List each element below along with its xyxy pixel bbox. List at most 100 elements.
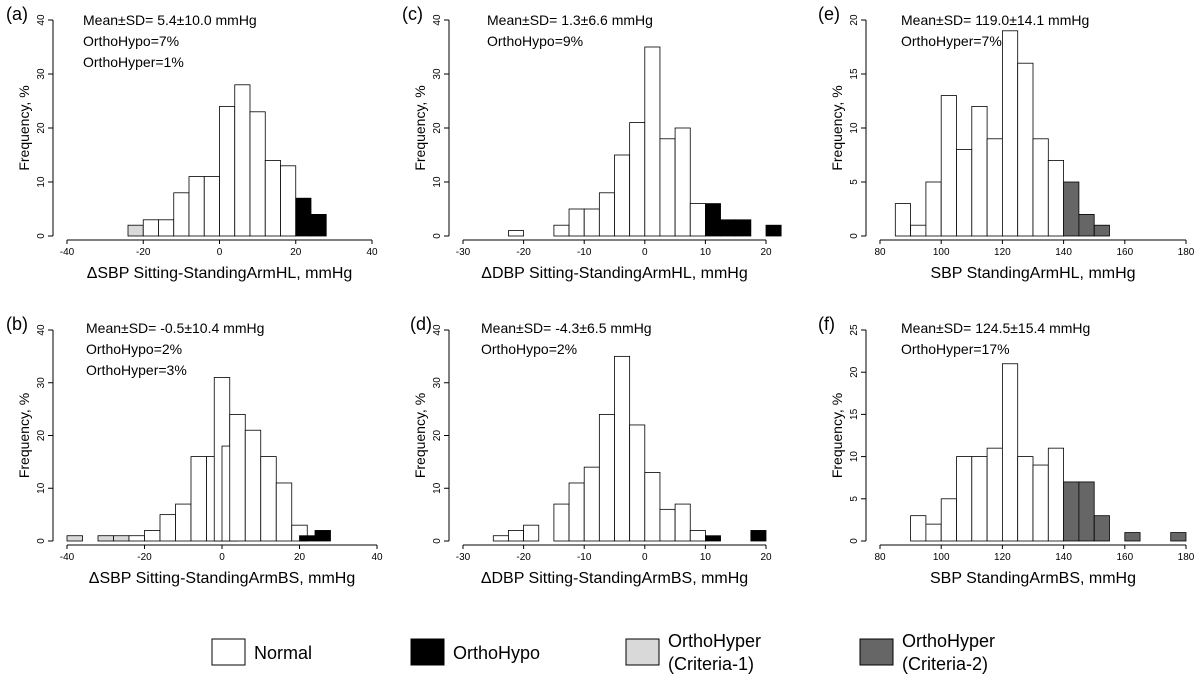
x-tick-label: 40 <box>371 552 383 563</box>
histogram-bar <box>598 192 615 237</box>
x-axis-label: SBP StandingArmHL, mmHg <box>930 265 1135 282</box>
y-tick-label: 20 <box>432 430 443 442</box>
legend-swatch <box>859 638 894 666</box>
y-tick-label: 0 <box>849 538 860 544</box>
stat-annotation: Mean±SD= 1.3±6.6 mmHg <box>487 12 653 28</box>
y-tick-label: 40 <box>432 14 443 26</box>
x-tick-label: 100 <box>933 247 950 258</box>
legend-item-orthohyper1: OrthoHyper (Criteria-1) <box>625 631 761 674</box>
histogram-bar <box>203 176 220 237</box>
histogram-bar <box>159 514 176 542</box>
histogram-bar <box>508 530 525 542</box>
stat-annotation: OrthoHyper=1% <box>83 54 184 70</box>
histogram-bar <box>249 111 266 237</box>
y-tick-label: 10 <box>432 482 443 494</box>
x-tick-label: 40 <box>366 247 378 258</box>
histogram-bar <box>280 165 297 237</box>
histogram-bar <box>492 535 509 542</box>
x-axis-label: ΔDBP Sitting-StandingArmBS, mmHg <box>481 570 748 587</box>
histogram-bar <box>720 219 737 237</box>
y-axis-label: Frequency, % <box>829 393 845 478</box>
y-tick-label: 0 <box>36 233 47 239</box>
y-tick-label: 30 <box>36 68 47 80</box>
histogram-bar <box>765 224 782 237</box>
panel-d: (d) 0 10 20 30 40 Frequency, % -30 -20 -10 0 10 20 ΔD… <box>410 314 772 587</box>
histogram-bar <box>629 122 646 237</box>
histogram-panels: (a) 0 10 20 30 40 Frequency, % -40 -20 0 20 40 ΔSBP … <box>6 4 1195 587</box>
y-tick-label: 40 <box>36 14 47 26</box>
histogram-bar <box>986 447 1003 542</box>
histogram-bar <box>158 219 175 237</box>
y-tick-label: 30 <box>432 68 443 80</box>
y-tick-label: 25 <box>849 324 860 336</box>
histogram-bar <box>275 482 293 542</box>
histogram-bar <box>705 203 721 237</box>
legend-label-line2: (Criteria-1) <box>668 654 754 674</box>
x-tick-label: 20 <box>290 247 302 258</box>
histogram-bar <box>583 466 600 542</box>
histogram-bar <box>956 149 973 237</box>
histogram-bar <box>644 472 661 542</box>
histogram-bar <box>568 208 585 237</box>
y-axis-label: Frequency, % <box>829 85 845 170</box>
histogram-bar <box>295 197 312 237</box>
figure-legend: Normal OrthoHypoOrthoHyper(Criteria-1)Ort… <box>211 631 995 674</box>
histogram-bar <box>674 127 691 237</box>
legend-label: OrthoHyper <box>668 631 761 651</box>
x-tick-label: -20 <box>516 247 531 258</box>
stat-annotation: Mean±SD= -4.3±6.5 mmHg <box>481 320 652 336</box>
y-tick-label: 30 <box>432 377 443 389</box>
panel-label: (b) <box>6 314 28 334</box>
histogram-bar <box>190 456 207 542</box>
x-axis-label: ΔSBP Sitting-StandingArmBS, mmHg <box>89 570 356 587</box>
x-tick-label: 20 <box>760 247 772 258</box>
x-tick-label: 80 <box>874 247 886 258</box>
histogram-bar <box>735 219 752 237</box>
histogram-bar <box>1124 532 1141 542</box>
panel-b: (b) 0 10 20 30 40 Frequency, % -40 -20 0 20 40 ΔSBP … <box>6 314 383 587</box>
x-tick-label: 100 <box>933 552 950 563</box>
histogram-bar <box>674 503 691 542</box>
legend-label-line2: (Criteria-2) <box>902 654 988 674</box>
y-tick-label: 20 <box>849 366 860 378</box>
x-tick-label: 80 <box>874 552 886 563</box>
histogram-bar <box>175 503 192 542</box>
histogram-bar <box>1063 481 1080 542</box>
histogram-bar <box>940 498 957 542</box>
x-axis-label: SBP StandingArmBS, mmHg <box>930 570 1136 587</box>
x-tick-label: 10 <box>700 552 712 563</box>
y-tick-label: 20 <box>36 122 47 134</box>
y-tick-label: 10 <box>849 451 860 463</box>
x-tick-label: 0 <box>219 552 225 563</box>
panel-label: (e) <box>818 4 840 24</box>
x-tick-label: 0 <box>217 247 223 258</box>
y-axis-label: Frequency, % <box>412 85 428 170</box>
y-tick-label: 10 <box>36 482 47 494</box>
histogram-bar <box>1078 213 1095 237</box>
histogram-bar <box>142 219 159 237</box>
histogram-bar <box>1002 363 1019 542</box>
stat-annotation: Mean±SD= -0.5±10.4 mmHg <box>86 320 264 336</box>
histogram-bar <box>1017 456 1034 542</box>
x-tick-label: -20 <box>136 247 151 258</box>
y-tick-label: 20 <box>849 14 860 26</box>
panel-e: (e) 0 5 10 15 20 Frequency, % 80 100 120 140 160 180… <box>818 4 1195 282</box>
histogram-bar <box>1093 224 1110 237</box>
histogram-bar <box>659 508 676 542</box>
legend-item-orthohyper2: OrthoHyper (Criteria-2) <box>859 631 995 674</box>
legend-item-orthohypo: OrthoHypo <box>410 638 540 666</box>
panel-f: (f) 0 5 10 15 20 25 Frequency, % 80 100 120 140 160 1… <box>818 314 1195 587</box>
x-tick-label: -30 <box>456 247 471 258</box>
y-tick-label: 20 <box>36 430 47 442</box>
x-tick-label: 20 <box>294 552 306 563</box>
histogram-bar <box>1032 464 1049 542</box>
histogram-bar <box>910 515 927 542</box>
panel-label: (a) <box>6 4 28 24</box>
histogram-bar <box>553 503 570 542</box>
panel-label: (d) <box>410 314 432 334</box>
histogram-bar <box>1017 62 1034 237</box>
x-tick-label: 0 <box>642 247 648 258</box>
y-tick-label: 0 <box>432 538 443 544</box>
histogram-bar <box>523 524 540 542</box>
